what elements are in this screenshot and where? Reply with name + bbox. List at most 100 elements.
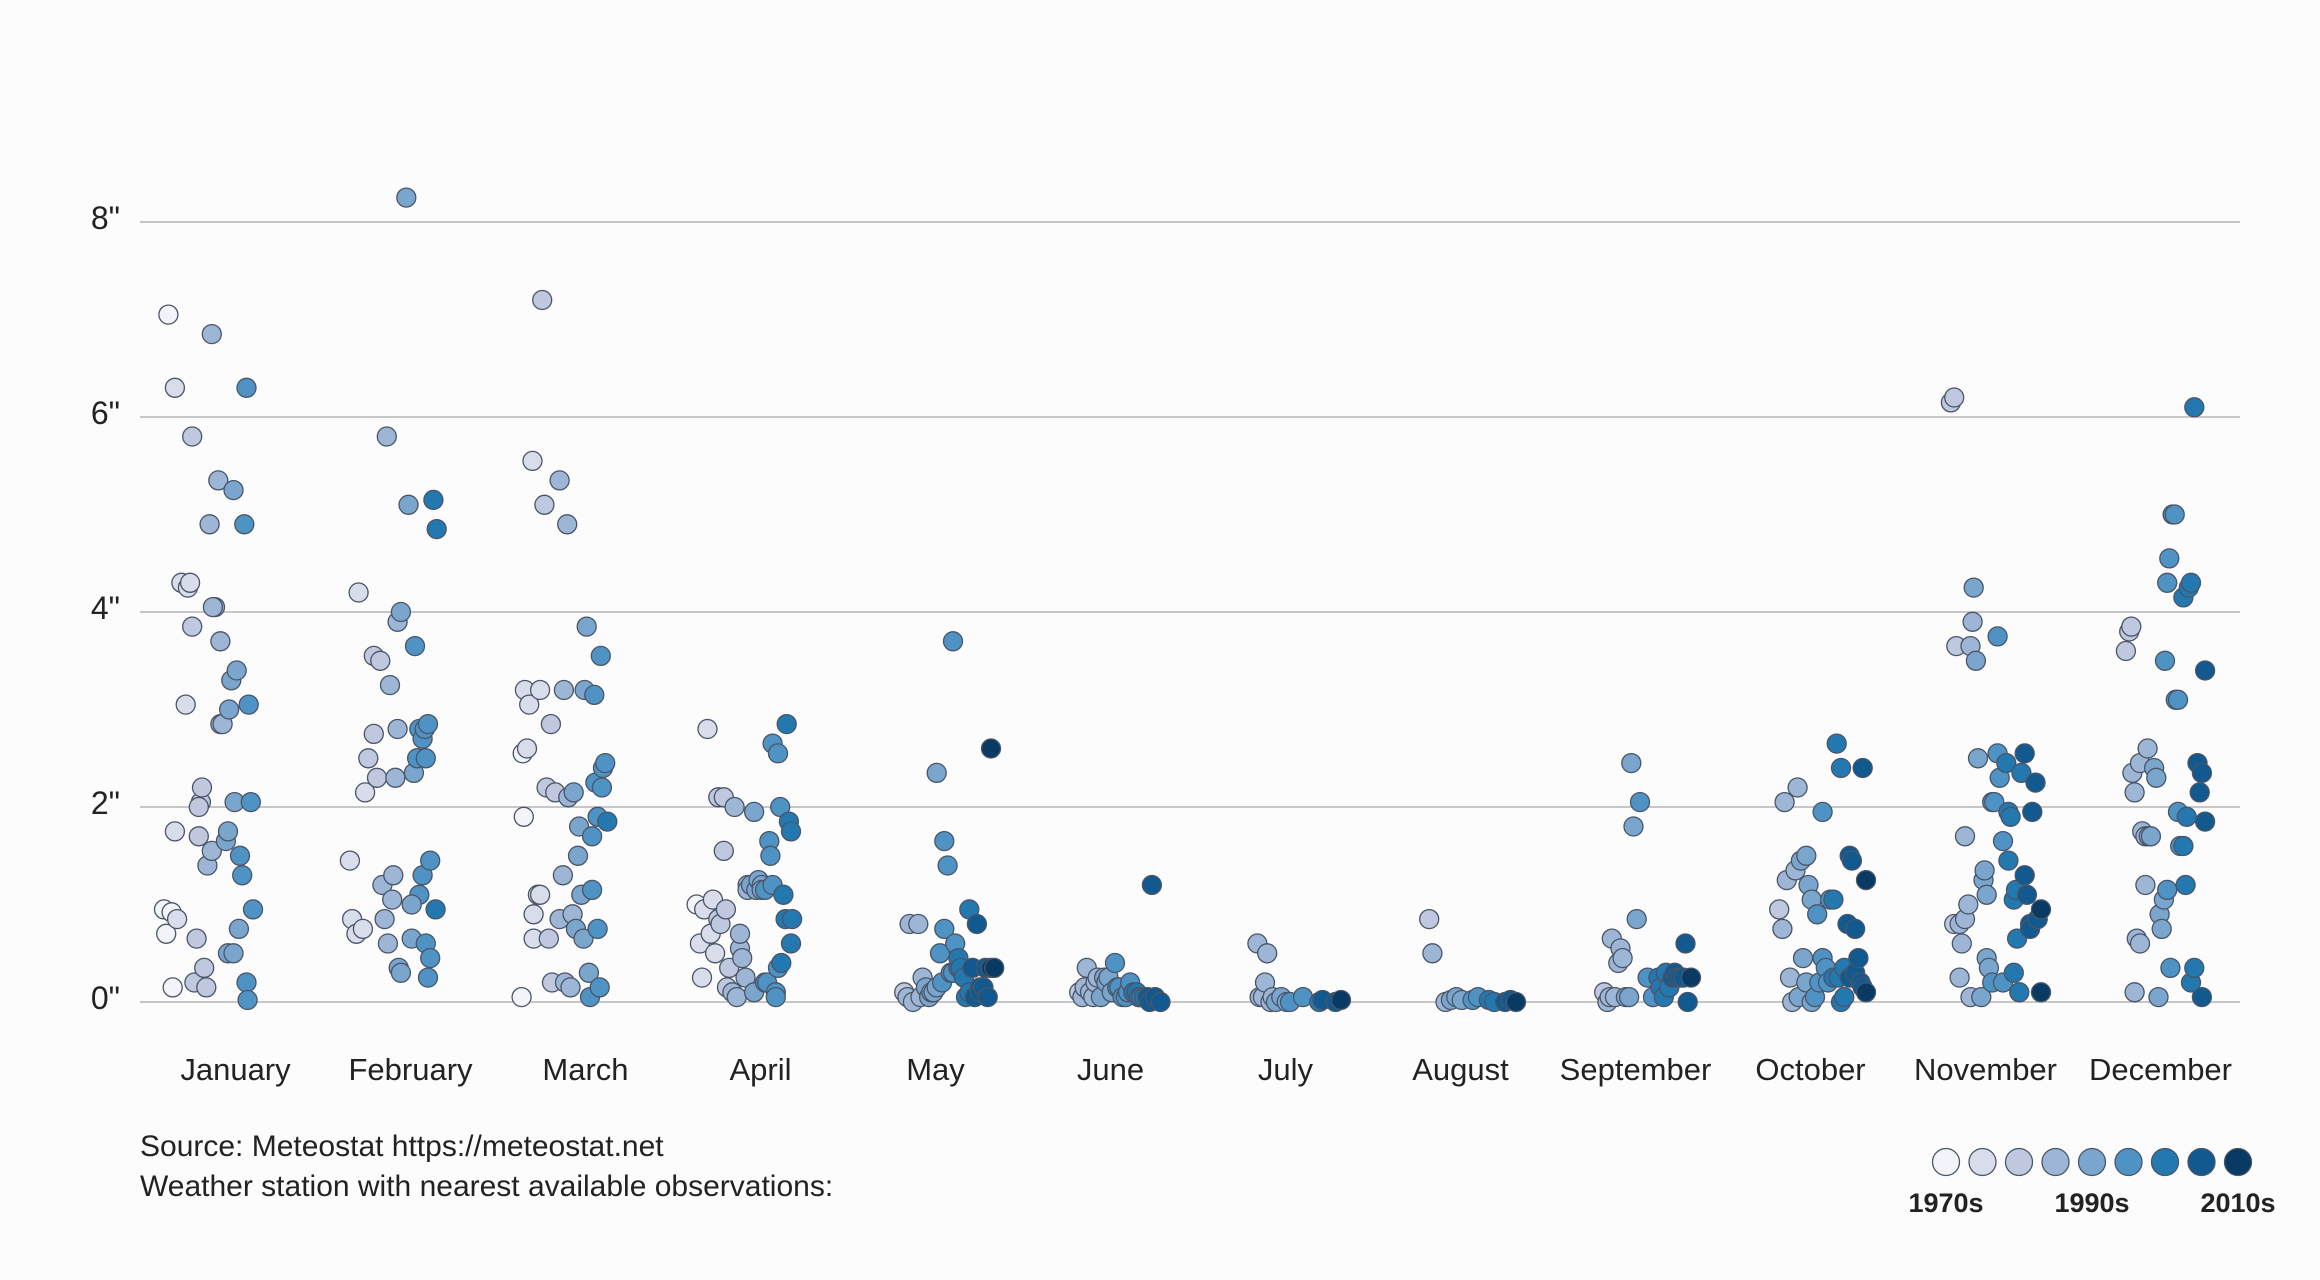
data-point	[1787, 777, 1808, 798]
data-point	[557, 514, 578, 535]
data-point	[379, 674, 401, 696]
data-point	[934, 918, 955, 940]
data-point	[194, 957, 215, 979]
data-point	[423, 489, 444, 511]
data-point	[1996, 752, 2017, 774]
data-point	[534, 494, 555, 515]
data-point	[366, 767, 388, 788]
data-point	[760, 845, 781, 866]
data-point	[1774, 791, 1795, 813]
data-point	[385, 767, 406, 788]
data-point	[1623, 816, 1644, 837]
data-point	[242, 899, 264, 920]
data-point	[2159, 548, 2180, 569]
gridlines	[140, 221, 2240, 1003]
legend-swatch	[2041, 1147, 2070, 1177]
y-tick-label: 2"	[91, 785, 120, 821]
data-point	[2124, 982, 2145, 1003]
x-tick-label: March	[542, 1052, 628, 1087]
data-point	[743, 801, 765, 823]
y-tick-label: 4"	[91, 590, 120, 626]
data-point	[376, 426, 397, 447]
data-point	[196, 977, 217, 998]
data-point	[780, 933, 802, 954]
data-point	[2135, 874, 2156, 896]
data-point	[1954, 826, 1976, 847]
data-point	[1852, 757, 1873, 779]
data-point	[166, 908, 188, 930]
data-point	[1812, 801, 1833, 823]
data-point	[704, 943, 726, 964]
data-point	[401, 894, 422, 915]
data-point	[2025, 772, 2046, 793]
data-point	[1974, 860, 1995, 881]
data-point	[1257, 943, 1278, 964]
data-point	[175, 694, 196, 715]
data-point	[2160, 957, 2181, 979]
data-point	[2173, 835, 2194, 857]
data-point	[589, 977, 610, 998]
data-point	[2121, 616, 2142, 637]
data-point	[966, 913, 988, 935]
data-point	[732, 947, 753, 969]
data-point	[581, 826, 603, 847]
data-point	[780, 821, 802, 842]
x-tick-label: April	[729, 1052, 791, 1087]
x-tick-label: October	[1755, 1052, 1865, 1087]
data-point	[2167, 689, 2189, 710]
legend-swatch	[2004, 1147, 2034, 1177]
data-point	[1963, 577, 1984, 598]
data-point	[726, 986, 747, 1008]
data-point	[382, 889, 403, 910]
data-point	[560, 977, 581, 998]
data-point	[201, 840, 222, 862]
data-point	[2137, 738, 2158, 759]
legend-swatch	[2187, 1147, 2216, 1177]
data-point	[977, 986, 998, 1008]
data-point	[398, 494, 419, 515]
data-point	[1150, 991, 1171, 1013]
data-point	[522, 450, 543, 472]
data-point	[188, 796, 209, 818]
data-point	[2030, 899, 2052, 920]
data-point	[2030, 982, 2052, 1003]
data-point	[1626, 908, 1647, 930]
data-point	[218, 699, 240, 720]
data-point	[352, 918, 374, 940]
data-point	[1848, 947, 1869, 969]
data-point	[1830, 757, 1852, 779]
data-point	[2184, 397, 2205, 418]
data-point	[926, 762, 947, 784]
data-point	[339, 850, 361, 871]
data-point	[2194, 811, 2216, 832]
data-point	[942, 631, 964, 652]
legend-swatch	[1931, 1147, 1961, 1177]
data-point	[2151, 918, 2172, 940]
data-point	[179, 572, 201, 593]
data-point	[2184, 957, 2205, 979]
data-point	[238, 694, 259, 715]
legend-label: 1990s	[2054, 1188, 2129, 1218]
data-point	[529, 884, 551, 905]
data-point	[240, 791, 261, 813]
data-point	[1104, 952, 1126, 974]
data-point	[1330, 989, 1352, 1011]
data-point	[2191, 986, 2213, 1008]
legend-label: 1970s	[1908, 1188, 1983, 1218]
data-point	[2000, 806, 2021, 827]
data-point	[2148, 986, 2169, 1008]
data-point	[236, 972, 257, 993]
data-point	[713, 840, 734, 862]
data-point	[164, 377, 186, 398]
data-point	[540, 713, 562, 735]
data-point	[1769, 899, 1790, 920]
data-point	[348, 582, 369, 603]
data-point	[223, 943, 244, 964]
data-point	[191, 777, 213, 798]
data-point	[1962, 611, 1983, 632]
data-point	[426, 518, 447, 540]
data-point	[1792, 947, 1814, 969]
data-point	[1949, 967, 1970, 988]
data-point	[383, 865, 404, 886]
